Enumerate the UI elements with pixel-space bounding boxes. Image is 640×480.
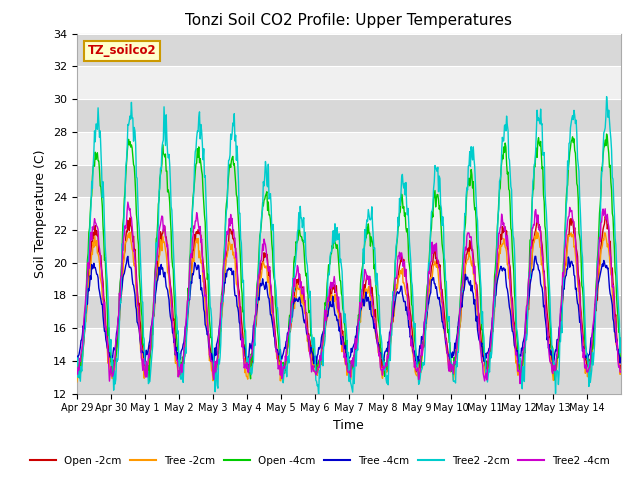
Bar [77,230,621,263]
Bar [77,99,621,132]
Bar [77,34,621,66]
Legend: Open -2cm, Tree -2cm, Open -4cm, Tree -4cm, Tree2 -2cm, Tree2 -4cm: Open -2cm, Tree -2cm, Open -4cm, Tree -4… [26,452,614,470]
Title: Tonzi Soil CO2 Profile: Upper Temperatures: Tonzi Soil CO2 Profile: Upper Temperatur… [186,13,512,28]
X-axis label: Time: Time [333,419,364,432]
Bar [77,361,621,394]
Bar [77,165,621,197]
Y-axis label: Soil Temperature (C): Soil Temperature (C) [35,149,47,278]
Text: TZ_soilco2: TZ_soilco2 [88,44,156,58]
Bar [77,295,621,328]
